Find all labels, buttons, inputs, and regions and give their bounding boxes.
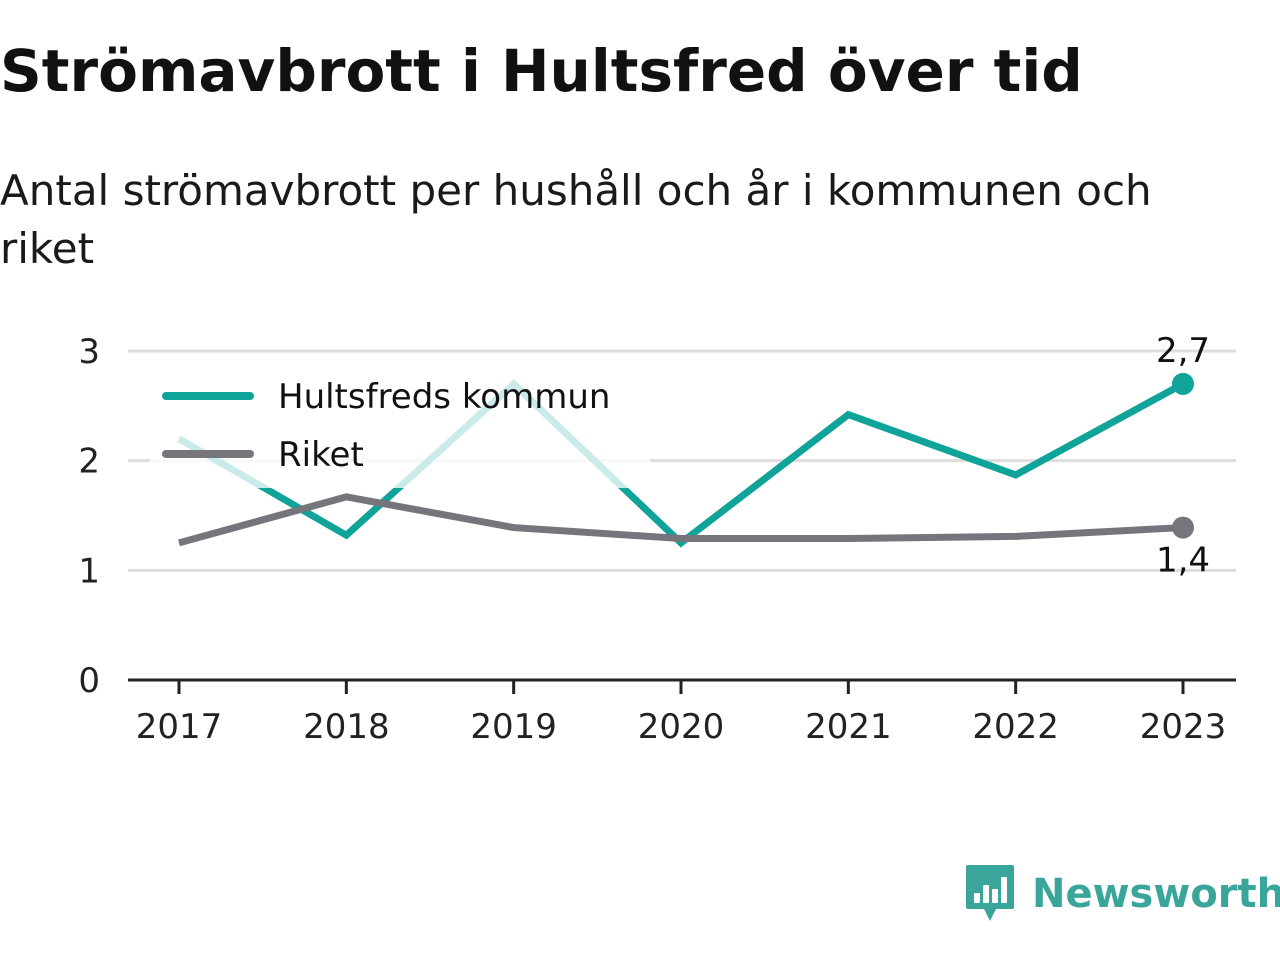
x-tick-label-2020: 2020	[638, 707, 725, 747]
legend: Hultsfreds kommun Riket	[150, 364, 650, 488]
y-tick-label-0: 0	[78, 661, 100, 701]
end-point-0	[1172, 372, 1194, 395]
y-tick-label-1: 1	[78, 551, 100, 591]
x-tick-label-2021: 2021	[805, 707, 892, 747]
end-points: 2,7 1,4	[1156, 331, 1210, 581]
x-tick-label-2019: 2019	[470, 707, 557, 747]
series-line-riket	[178, 493, 1184, 547]
x-tick-label-2023: 2023	[1140, 707, 1227, 747]
y-tick-label-3: 3	[78, 332, 100, 372]
series-line-hultsfreds-kommun	[177, 379, 1185, 548]
brand: Newsworthy	[964, 862, 1280, 926]
end-point-1	[1172, 516, 1194, 539]
chart-subtitle: Antal strömavbrott per hushåll och år i …	[0, 166, 1152, 273]
legend-label-1: Riket	[278, 435, 364, 475]
x-tick-label-2017: 2017	[136, 707, 223, 747]
end-label-0: 2,7	[1156, 331, 1210, 371]
chart-title: Strömavbrott i Hultsfred över tid	[0, 37, 1083, 105]
y-axis-ticks: 0 1 2 3	[78, 332, 100, 701]
brand-name: Newsworthy	[1032, 871, 1280, 917]
legend-background	[150, 364, 650, 488]
end-label-1: 1,4	[1156, 541, 1210, 581]
newsworthy-logo-icon	[966, 865, 1014, 921]
x-axis: 2017 2018 2019 2020 2021 2022 2023	[128, 678, 1236, 747]
series-lines	[177, 379, 1185, 548]
x-tick-label-2022: 2022	[972, 707, 1059, 747]
x-tick-label-2018: 2018	[303, 707, 390, 747]
y-tick-label-2: 2	[78, 442, 100, 482]
legend-label-0: Hultsfreds kommun	[278, 377, 610, 417]
